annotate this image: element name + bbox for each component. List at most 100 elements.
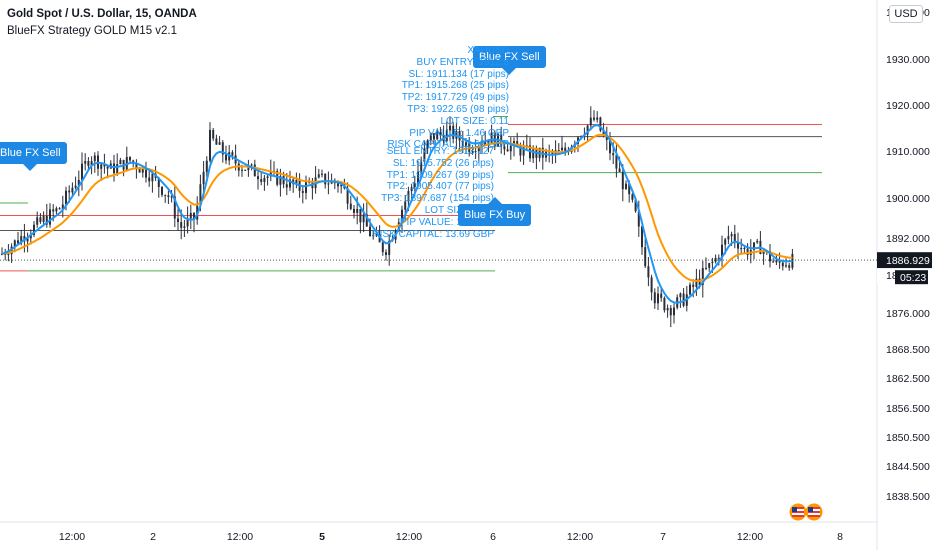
candle-body [753,242,755,250]
candle-body [157,177,160,187]
time-tick-label: 12:00 [59,531,85,543]
candle-body [714,257,717,262]
info-line: PIP VALUE: 1.46 GBP [409,127,509,139]
candle-body [177,218,179,223]
price-tick-label: 1910.000 [886,146,930,158]
indicator-title: BlueFX Strategy GOLD M15 v2.1 [7,25,178,37]
partial-price-label: 18 [886,270,898,282]
slow-ma-line [1,133,793,282]
candle-body [663,297,666,311]
candle-body [711,261,714,264]
candle-body [580,136,583,138]
time-tick-label: 7 [660,531,666,543]
candle-body [657,293,659,304]
candle-body [781,262,784,267]
candle-body [417,171,419,184]
price-tick-label: 1838.500 [886,491,930,503]
blue-fx-buy-signal[interactable]: Blue FX Buy [458,197,532,226]
candle-body [673,307,675,316]
candle-body [180,222,183,228]
candle-body [148,177,151,182]
candle-body [589,117,592,126]
signal-arrow [487,197,502,204]
candle-body [740,248,743,250]
candle-body [141,167,144,173]
candle-body [484,140,487,145]
candle-body [561,147,563,151]
candle-body [170,196,173,198]
candle-body [346,188,349,204]
candle-body [724,239,727,245]
candle-body [413,183,416,188]
candle-body [349,203,352,209]
candle-body [321,173,323,175]
candle-body [173,196,176,219]
candle-body [708,263,711,268]
blue-fx-sell-signal[interactable]: Blue FX Sell [0,142,67,171]
candle-body [692,284,695,287]
candle-body [612,153,615,156]
candle-body [257,176,259,180]
candle-body [103,164,106,167]
candle-body [404,201,407,210]
candle-body [788,265,791,268]
candle-body [381,242,384,253]
candle-body [58,208,61,210]
symbol-title: Gold Spot / U.S. Dollar, 15, OANDA [7,8,197,20]
candle-body [68,190,71,193]
candle-body [647,266,650,278]
candle-body [93,155,96,162]
partial-box [877,270,894,282]
last-price-label: 1886.929 [886,255,930,267]
time-tick-label: 2 [150,531,156,543]
candle-body [532,149,535,159]
candle-body [263,177,266,182]
info-line: TP3: 1922.65 (98 pips) [407,103,509,115]
info-line: XAUUSD [467,45,509,56]
candle-body [637,211,640,227]
candle-body [113,163,115,174]
candle-body [705,267,707,269]
candle-body [365,214,368,227]
info-line: PIP VALUE: 1.2 GBP [399,216,494,228]
candle-body [116,164,119,174]
candle-body [205,160,208,172]
candle-body [375,234,378,236]
candle-body [55,208,58,212]
candle-body [282,176,285,185]
candle-body [151,173,154,182]
fast-ma-line [1,123,793,304]
price-tick-label: 1876.000 [886,308,930,320]
candle-body [218,142,221,145]
candle-body [36,217,39,225]
candle-body [625,183,627,190]
candle-body [285,184,288,188]
candle-body [164,194,167,196]
flag-icons [789,502,823,525]
info-line: SELL ENTRY: 1913.127 [386,146,494,157]
candle-body [42,215,45,222]
candle-body [135,162,138,169]
candle-body [756,240,759,243]
time-tick-label: 8 [837,531,843,543]
candle-body [615,155,618,169]
candle-body [423,148,426,162]
candle-body [791,253,794,268]
currency-button[interactable]: USD [889,5,923,23]
time-tick-label: 12:00 [567,531,593,543]
candle-body [695,278,698,287]
info-line: LOT SIZE: 0.11 [440,115,509,127]
candle-body [586,125,589,135]
info-line: TP2: 1905.407 (77 pips) [386,181,494,193]
last-price-box [877,252,932,269]
candle-body [471,151,474,153]
candle-body [250,164,253,166]
candle-body [289,179,291,188]
blue-fx-sell-signal[interactable]: Blue FX Sell [473,46,546,75]
price-tick-label: 1856.500 [886,403,930,415]
candle-body [20,236,23,244]
candle-body [385,252,387,255]
candle-body [100,164,103,169]
candle-body [1,253,3,255]
